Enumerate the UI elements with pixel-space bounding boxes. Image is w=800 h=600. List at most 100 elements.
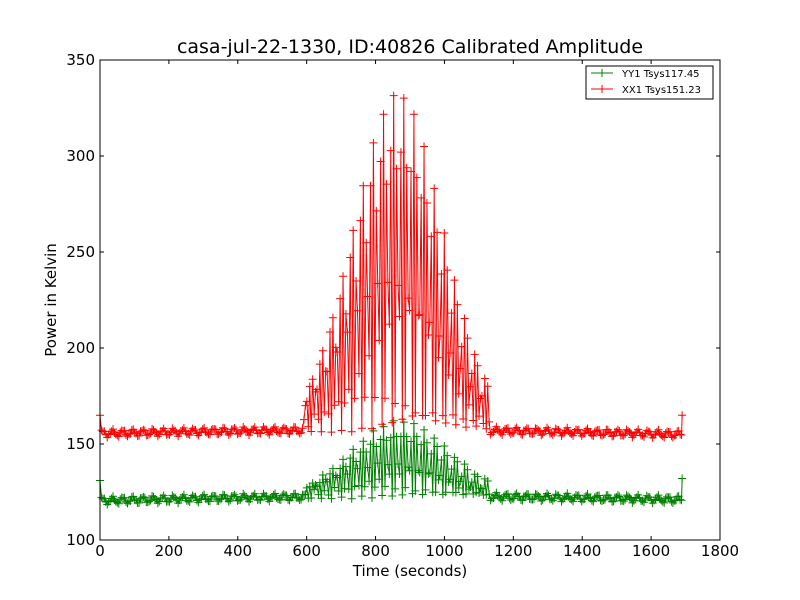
data-point [236, 495, 245, 504]
data-point [395, 312, 404, 321]
data-point [475, 489, 484, 498]
data-point [386, 433, 395, 442]
data-point [414, 466, 423, 475]
data-point [336, 294, 345, 303]
data-point [333, 473, 342, 482]
data-point [453, 457, 462, 466]
data-point [375, 475, 384, 484]
x-tick-label: 1400 [563, 542, 601, 560]
data-point [378, 491, 387, 500]
data-point [109, 425, 118, 434]
data-point [418, 490, 427, 499]
x-tick-label: 800 [361, 542, 390, 560]
data-point [435, 331, 444, 340]
data-point [537, 497, 546, 506]
data-point [619, 497, 628, 506]
data-point [276, 429, 285, 438]
data-point [482, 424, 491, 433]
data-point [129, 425, 138, 434]
data-point [315, 360, 324, 369]
data-point [375, 336, 384, 345]
data-point [346, 253, 355, 262]
data-point [200, 490, 209, 499]
data-point [343, 328, 352, 337]
data-point [318, 346, 327, 355]
data-point [388, 418, 397, 427]
data-point [470, 350, 479, 359]
data-point [308, 375, 317, 384]
data-point [379, 110, 388, 119]
data-point [469, 416, 478, 425]
data-point [324, 409, 333, 418]
data-point [448, 410, 457, 419]
data-point [460, 314, 469, 323]
data-point [317, 427, 326, 436]
data-point [411, 408, 420, 417]
data-point [425, 318, 434, 327]
data-point [275, 428, 284, 437]
data-point [179, 490, 188, 499]
data-point [330, 483, 339, 492]
data-point [357, 492, 366, 501]
data-point [191, 425, 200, 434]
y-tick-label: 200 [66, 339, 95, 357]
data-point [404, 463, 413, 472]
data-point [464, 485, 473, 494]
data-point [150, 494, 159, 503]
data-point [383, 278, 392, 287]
legend-swatch-marker [598, 69, 606, 77]
data-point [677, 496, 686, 505]
data-point [467, 478, 476, 487]
data-point [492, 488, 501, 497]
data-point [456, 364, 465, 373]
data-point [211, 492, 220, 501]
x-axis-label: Time (seconds) [352, 562, 468, 580]
data-point [383, 460, 392, 469]
series-xx1 [96, 91, 687, 442]
data-point [216, 495, 225, 504]
data-point [477, 391, 486, 400]
data-point [320, 408, 329, 417]
data-point [450, 453, 459, 462]
data-point [140, 493, 149, 502]
data-point [307, 493, 316, 502]
data-point [343, 470, 352, 479]
x-tick-label: 1200 [494, 542, 532, 560]
data-point [372, 442, 381, 451]
data-point [428, 408, 437, 417]
data-point [619, 431, 628, 440]
x-tick-label: 1600 [632, 542, 670, 560]
data-point [543, 489, 552, 498]
data-point [431, 416, 440, 425]
data-point [524, 424, 533, 433]
data-point [417, 440, 426, 449]
data-point [446, 349, 455, 357]
data-point [326, 469, 335, 478]
data-point [349, 226, 358, 235]
data-point [320, 486, 329, 495]
data-point [242, 493, 251, 502]
data-point [595, 491, 604, 500]
data-point [350, 394, 359, 403]
data-point [678, 411, 687, 420]
data-point [362, 238, 371, 247]
data-point [456, 477, 465, 486]
ticks-layer: 0 200 400 600 800 1000 1200 1400 1600 1800 100 150 2… [66, 51, 739, 560]
data-point [600, 495, 609, 504]
data-point [337, 426, 346, 435]
data-point [405, 466, 414, 475]
data-point [139, 492, 148, 501]
data-point [395, 470, 404, 479]
y-tick-label: 300 [66, 147, 95, 165]
data-point [150, 427, 159, 436]
data-point [569, 497, 578, 506]
data-point [437, 455, 446, 464]
data-point [191, 492, 200, 501]
data-point [265, 497, 274, 506]
data-point [676, 495, 685, 504]
data-point [433, 228, 442, 237]
data-point [226, 496, 235, 505]
data-point [574, 491, 583, 500]
data-point [654, 425, 663, 434]
data-point [460, 460, 469, 469]
